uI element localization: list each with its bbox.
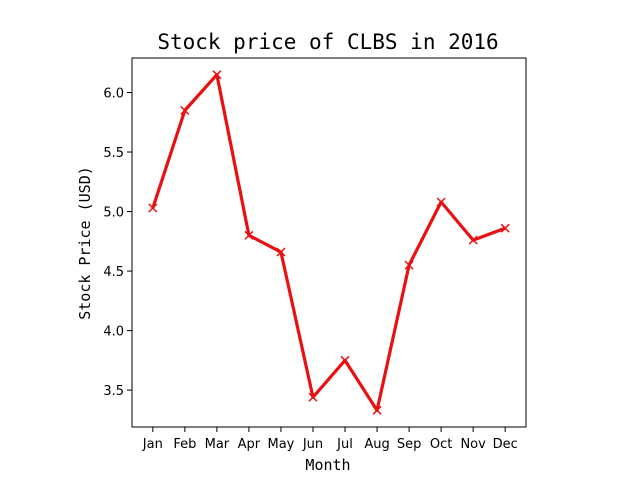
y-axis-label: Stock Price (USD) [76,166,94,320]
y-tick-label: 4.5 [103,265,124,280]
data-point [276,247,286,257]
x-axis-label: Month [305,456,350,474]
y-tick-label: 3.5 [103,384,124,399]
data-point [180,105,190,115]
data-point [372,405,382,415]
y-tick-label: 5.0 [103,206,124,221]
x-tick-label: May [268,437,295,452]
x-tick-label: Jun [302,437,323,452]
data-point [340,355,350,365]
x-tick-label: Feb [173,437,196,452]
plot-area: Jan Feb Mar Apr May Jun Jul Aug Sep Oct Nov Dec 3.5 4… [103,57,527,452]
data-point [436,197,446,207]
data-point [212,70,222,80]
x-tick-label: Jan [142,437,163,452]
x-tick-label: Oct [430,437,452,452]
chart-title: Stock price of CLBS in 2016 [157,30,498,54]
x-tick-label: Mar [205,437,230,452]
x-tick-label: Aug [364,437,389,452]
y-tick-label: 4.0 [103,325,124,340]
data-point [404,260,414,270]
series-line [151,73,506,412]
x-tick-label: Nov [460,437,486,452]
data-point [244,230,254,240]
x-tick-label: Apr [238,437,261,452]
x-tick-label: Jul [336,437,353,452]
y-tick-label: 6.0 [103,87,124,102]
data-point [308,392,318,402]
y-tick-label: 5.5 [103,146,124,161]
x-tick-label: Dec [493,437,518,452]
data-point [468,235,478,245]
data-point [500,223,510,233]
x-tick-label: Sep [397,437,422,452]
data-point [148,203,158,213]
plot-frame [131,57,527,428]
